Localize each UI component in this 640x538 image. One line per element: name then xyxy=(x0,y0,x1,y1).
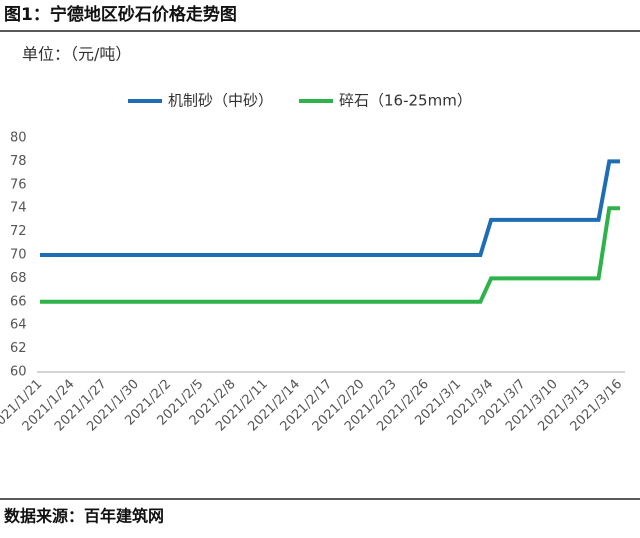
y-tick-label: 76 xyxy=(10,177,27,192)
y-tick-label: 72 xyxy=(10,224,27,239)
y-tick-label: 64 xyxy=(10,318,27,333)
line-series xyxy=(40,159,620,257)
y-tick-label: 70 xyxy=(10,248,27,263)
legend-label: 机制砂（中砂） xyxy=(168,92,273,110)
unit-label: 单位：（元/吨） xyxy=(22,45,131,64)
y-tick-label: 66 xyxy=(10,294,27,309)
y-tick-label: 60 xyxy=(10,365,27,380)
y-tick-label: 68 xyxy=(10,271,27,286)
y-tick-label: 78 xyxy=(10,154,27,169)
y-tick-label: 62 xyxy=(10,341,27,356)
chart-title: 图1：宁德地区砂石价格走势图 xyxy=(4,4,237,25)
source: 数据来源：百年建筑网 xyxy=(4,507,164,526)
line-series xyxy=(40,206,620,304)
y-tick-label: 80 xyxy=(10,131,27,146)
y-tick-label: 74 xyxy=(10,201,27,216)
legend-label: 碎石（16-25mm） xyxy=(339,92,472,110)
